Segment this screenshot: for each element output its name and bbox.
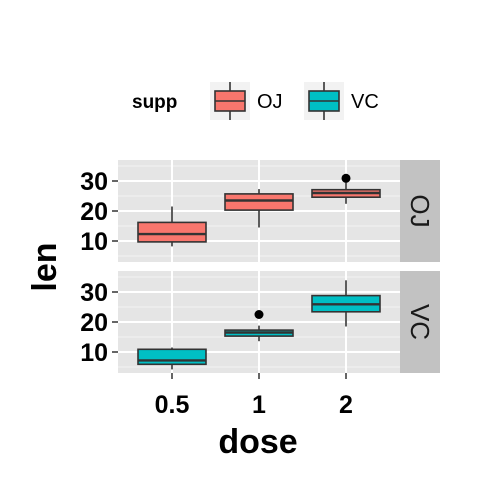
x-tick-label: 2 [339, 391, 353, 419]
legend-entry-vc: VC [304, 82, 379, 120]
y-tick-label: 30 [80, 168, 108, 196]
box-oj-0.5 [137, 206, 207, 247]
strip-label: VC [405, 304, 435, 340]
legend-label: OJ [257, 91, 283, 113]
x-axis: 0.5 1 2 [155, 373, 353, 419]
legend-entry-oj: OJ [210, 82, 283, 120]
strip-background [400, 271, 440, 373]
y-tick-label: 10 [80, 228, 108, 256]
y-tick-label: 20 [80, 198, 108, 226]
box-vc-2 [311, 280, 381, 327]
outlier-point [341, 173, 351, 183]
legend-label: VC [351, 91, 379, 113]
legend: supp OJ VC [132, 82, 379, 120]
box-body [137, 348, 207, 366]
y-tick-label: 20 [80, 309, 108, 337]
strip-background [400, 160, 440, 262]
x-axis-title: dose [218, 423, 297, 461]
y-tick-label: 10 [80, 339, 108, 367]
box-vc-0.5 [137, 347, 207, 370]
box-vc-1 [224, 310, 294, 342]
outlier-point [254, 310, 264, 319]
box-oj-2 [311, 173, 381, 204]
box-body [224, 193, 294, 211]
x-tick-label: 0.5 [155, 391, 190, 419]
x-tick-label: 1 [252, 391, 266, 419]
legend-title: supp [132, 92, 177, 113]
y-tick-label: 30 [80, 279, 108, 307]
box-body [137, 221, 207, 243]
box-oj-1 [224, 189, 294, 228]
y-axis-title: len [26, 242, 64, 291]
strip-label: OJ [405, 194, 435, 227]
